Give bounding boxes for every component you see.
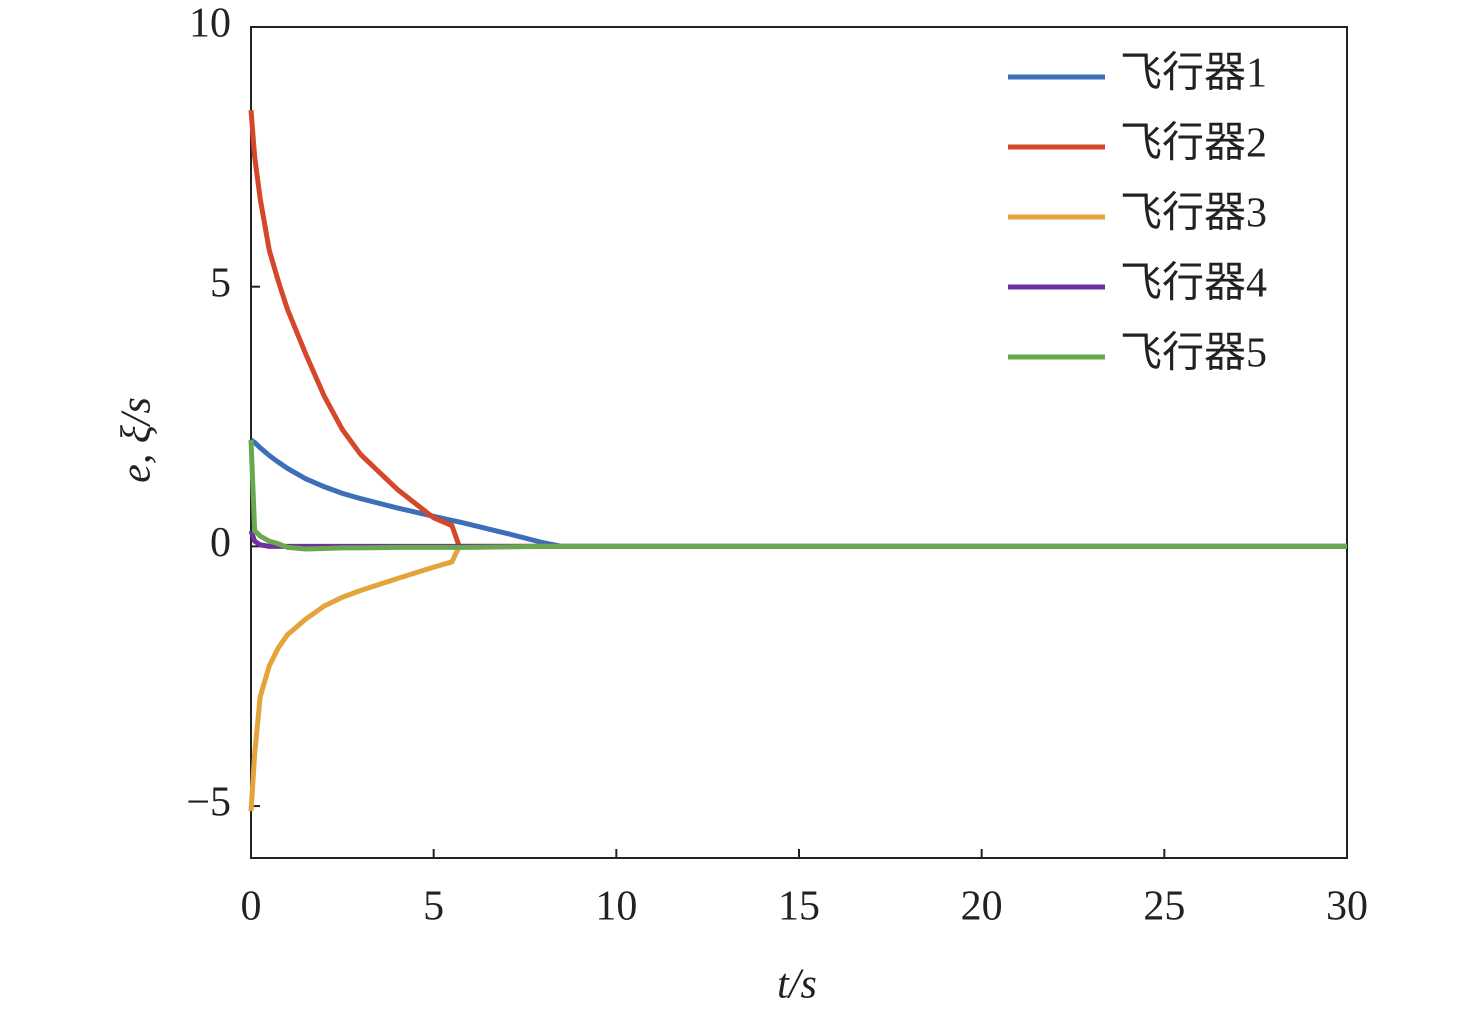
x-tick-label: 20 — [961, 884, 1003, 930]
legend-label: 飞行器1 — [1120, 51, 1267, 97]
legend-label: 飞行器5 — [1120, 331, 1267, 377]
y-tick-label: 10 — [189, 1, 231, 47]
x-tick-label: 10 — [595, 884, 637, 930]
legend-label: 飞行器3 — [1120, 191, 1267, 237]
y-tick-label: 0 — [210, 520, 231, 566]
y-tick-label: −5 — [186, 780, 231, 826]
y-axis-label: e, ξ/s — [114, 397, 160, 483]
x-tick-label: 5 — [423, 884, 444, 930]
series-line — [248, 543, 1347, 812]
series-line — [248, 109, 1347, 549]
x-tick-label: 30 — [1326, 884, 1368, 930]
legend-label: 飞行器2 — [1120, 121, 1267, 167]
x-tick-label: 25 — [1143, 884, 1185, 930]
y-tick-label: 5 — [210, 260, 231, 306]
series-line — [249, 437, 1347, 549]
legend-label: 飞行器4 — [1120, 261, 1267, 307]
series-line — [248, 439, 1347, 552]
x-tick-label: 0 — [241, 884, 262, 930]
x-axis-label: t/s — [777, 962, 817, 1008]
x-tick-label: 15 — [778, 884, 820, 930]
